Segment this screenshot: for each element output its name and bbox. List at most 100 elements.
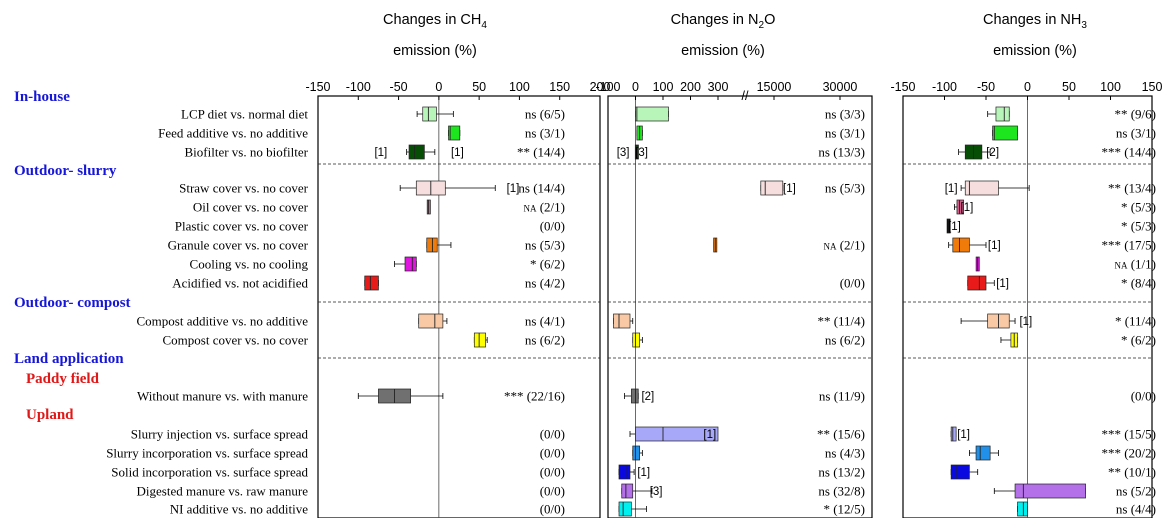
significance-mark: **	[1108, 181, 1121, 196]
box-13	[632, 445, 643, 461]
study-count: (4/4)	[1131, 502, 1156, 517]
study-count-note: [3]	[635, 147, 648, 159]
section-label: Land application	[14, 351, 124, 367]
box-12	[950, 426, 957, 442]
significance-label: (0/0)	[540, 484, 565, 499]
section-label: Outdoor- slurry	[14, 163, 117, 179]
significance-mark: ns	[818, 484, 830, 499]
row-label: Feed additive vs. no additive	[158, 126, 308, 141]
significance-label: NA (2/1)	[523, 200, 565, 215]
study-count-note: [1]	[957, 429, 970, 441]
x-tick-label: -150	[890, 80, 915, 94]
significance-mark: *	[1121, 200, 1128, 215]
significance-label: (0/0)	[540, 219, 565, 234]
box-iqr	[632, 445, 640, 461]
study-count: (5/3)	[540, 238, 565, 253]
significance-mark: *	[823, 502, 830, 517]
box-iqr	[418, 313, 444, 329]
significance-label: ns (5/3)	[825, 181, 865, 196]
significance-label: (0/0)	[540, 427, 565, 442]
study-count: (5/3)	[1131, 200, 1156, 215]
significance-mark: NA	[1114, 261, 1127, 271]
axis-break-mark: //	[742, 89, 749, 103]
significance-label: ns (14/4)	[518, 181, 565, 196]
box-iqr	[613, 313, 631, 329]
chart-title-subscript: 3	[1081, 20, 1087, 31]
significance-mark: *	[1121, 333, 1128, 348]
box-3	[399, 180, 496, 196]
significance-mark: ns	[525, 276, 537, 291]
significance-mark: ns	[825, 333, 837, 348]
box-16	[1017, 501, 1028, 517]
row-label: Biofilter vs. no biofilter	[185, 145, 309, 160]
significance-label: ns (5/3)	[525, 238, 565, 253]
study-count: (3/1)	[840, 126, 865, 141]
study-count: (0/0)	[840, 276, 865, 291]
study-count: (4/2)	[540, 276, 565, 291]
significance-mark: ns	[825, 181, 837, 196]
significance-mark: **	[517, 145, 530, 160]
box-6	[713, 237, 718, 253]
significance-label: ns (4/4)	[1116, 502, 1156, 517]
row-label: Slurry incorporation vs. surface spread	[106, 446, 308, 461]
row-label: Slurry injection vs. surface spread	[131, 427, 309, 442]
row-label: Without manure vs. with manure	[137, 389, 308, 404]
x-tick-label: -50	[977, 80, 995, 94]
chart-title-main: Changes in NH	[983, 12, 1081, 28]
study-count-note: [1]	[996, 278, 1009, 290]
box-iqr	[950, 426, 957, 442]
significance-mark: ns	[1116, 502, 1128, 517]
section-label: Upland	[26, 407, 74, 423]
significance-label: ns (3/3)	[825, 107, 865, 122]
box-14	[618, 464, 635, 480]
study-count: (0/0)	[1131, 389, 1156, 404]
study-count: (3/1)	[540, 126, 565, 141]
study-count: (10/1)	[1124, 465, 1156, 480]
significance-label: ** (13/4)	[1108, 181, 1156, 196]
chart-title-line2: emission (%)	[393, 43, 477, 59]
significance-mark: ***	[1101, 446, 1121, 461]
study-count-note: [1]	[703, 429, 716, 441]
significance-label: * (6/2)	[530, 257, 565, 272]
study-count-note: [1]	[945, 183, 958, 195]
box-iqr	[1017, 501, 1028, 517]
significance-label: ns (4/1)	[525, 314, 565, 329]
significance-mark: NA	[823, 242, 836, 252]
study-count: (5/3)	[1131, 219, 1156, 234]
study-count: (22/16)	[527, 389, 565, 404]
box-10	[473, 332, 488, 348]
study-count: (11/4)	[834, 314, 865, 329]
study-count-note: [1]	[988, 240, 1001, 252]
box-iqr	[473, 332, 486, 348]
chart-title: Changes in NH3	[983, 12, 1087, 31]
box-11	[357, 388, 444, 404]
box-9	[613, 313, 634, 329]
x-tick-label: 50	[472, 80, 486, 94]
box-1	[636, 125, 643, 141]
row-label: LCP diet vs. normal diet	[181, 107, 308, 122]
significance-mark: ns	[1116, 484, 1128, 499]
significance-mark: ns	[525, 238, 537, 253]
x-tick-label: 100	[1100, 80, 1121, 94]
significance-mark: ns	[825, 107, 837, 122]
plot-frame	[607, 95, 873, 518]
study-count: (0/0)	[540, 484, 565, 499]
x-tick-label: 300	[708, 80, 729, 94]
chart-title: Changes in CH4	[383, 12, 487, 31]
box-3	[960, 180, 1030, 196]
study-count-note: [1]	[451, 147, 464, 159]
box-iqr	[448, 125, 461, 141]
study-count: (6/2)	[540, 257, 565, 272]
study-count: (32/8)	[833, 484, 865, 499]
study-count: (6/2)	[1131, 333, 1156, 348]
significance-label: ns (6/2)	[825, 333, 865, 348]
significance-label: *** (20/2)	[1101, 446, 1156, 461]
box-iqr	[422, 106, 437, 122]
study-count-note: [3]	[617, 147, 630, 159]
study-count: (0/0)	[540, 465, 565, 480]
box-iqr	[964, 180, 999, 196]
significance-mark: **	[1108, 465, 1121, 480]
significance-label: ns (4/3)	[825, 446, 865, 461]
x-tick-label: 0	[1024, 80, 1031, 94]
significance-label: ns (5/2)	[1116, 484, 1156, 499]
